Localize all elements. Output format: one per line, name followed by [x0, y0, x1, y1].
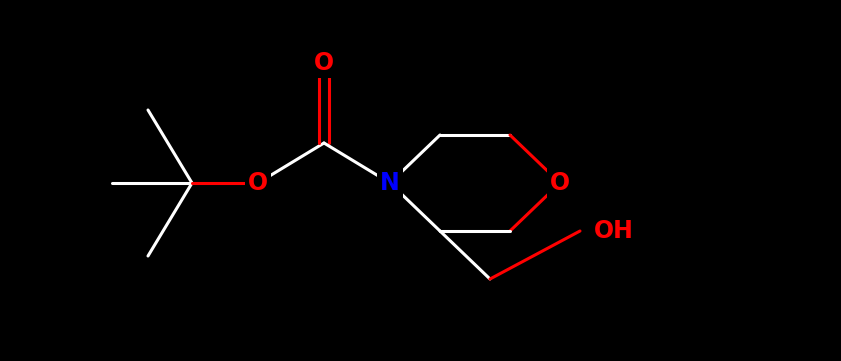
Text: O: O [314, 51, 334, 75]
Text: O: O [550, 171, 570, 195]
Text: OH: OH [594, 219, 634, 243]
Text: O: O [248, 171, 268, 195]
Text: N: N [380, 171, 399, 195]
